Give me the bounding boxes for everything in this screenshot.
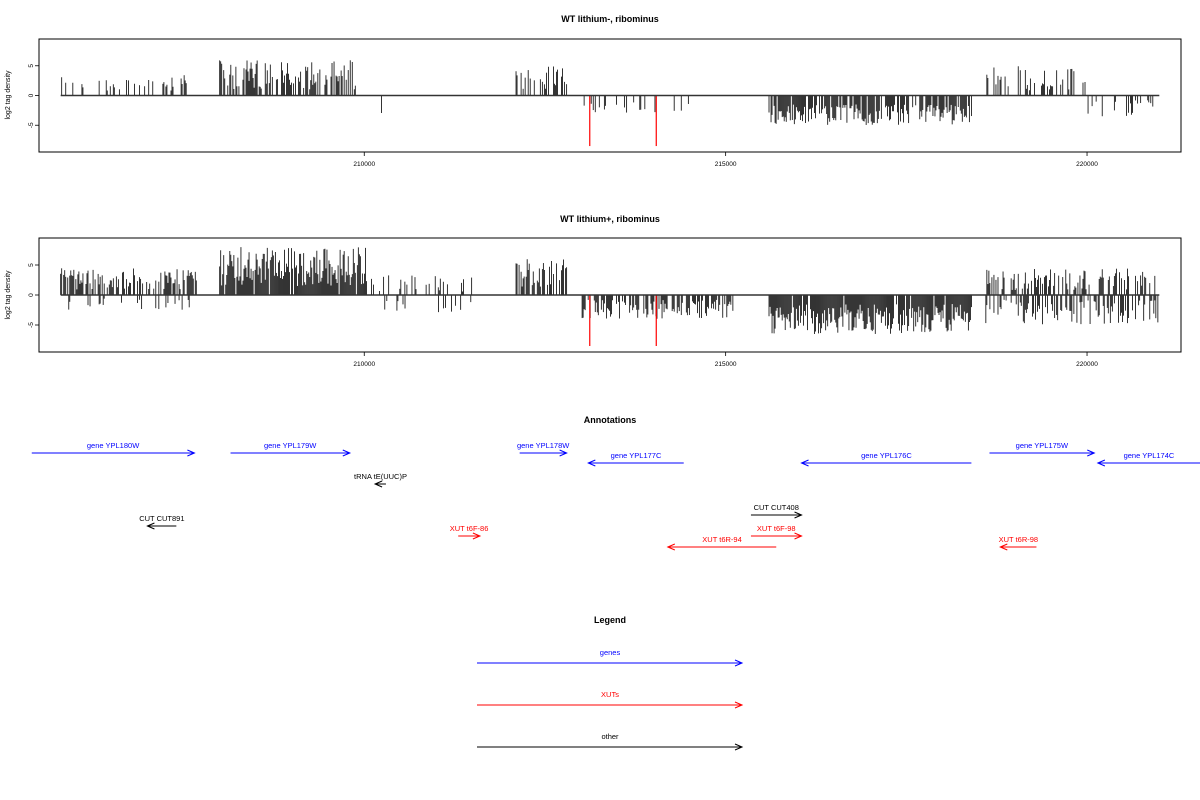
y-axis-label: log2 tag density <box>5 270 12 320</box>
arrow-head <box>734 701 744 709</box>
y-tick-label: 5 <box>28 263 35 267</box>
annotation-feature: gene YPL177C <box>587 451 684 467</box>
panel-title: WT lithium-, ribominus <box>561 14 659 24</box>
y-axis-label: log2 tag density <box>5 70 12 120</box>
x-tick-label: 215000 <box>715 161 737 168</box>
arrow-head <box>559 449 568 457</box>
annotation-feature: XUT t6R-98 <box>999 535 1038 551</box>
x-tick-label: 220000 <box>1076 361 1098 368</box>
annotation-feature: gene YPL176C <box>800 451 972 467</box>
annotation-feature: CUT CUT891 <box>139 514 185 530</box>
annotation-label: gene YPL177C <box>611 451 662 460</box>
legend-title: Legend <box>594 615 626 625</box>
annotation-label: XUT t6R-94 <box>702 535 741 544</box>
annotation-label: gene YPL180W <box>87 441 140 450</box>
annotation-feature: XUT t6R-94 <box>666 535 777 551</box>
legend-item-gene: genes <box>477 648 744 667</box>
arrow-head <box>146 522 155 530</box>
arrow-head <box>187 449 196 457</box>
arrow-head <box>800 459 809 467</box>
annotation-features: gene YPL180W gene YPL179W gene YPL178W gene… <box>31 441 1200 551</box>
arrow-head <box>342 449 352 457</box>
legend-item-xut: XUTs <box>477 690 744 709</box>
annotation-label: gene YPL178W <box>517 441 570 450</box>
x-tick-label: 210000 <box>353 361 375 368</box>
annotation-label: gene YPL174C <box>1124 451 1175 460</box>
y-tick-label: 0 <box>28 293 35 297</box>
annotation-label: XUT t6F-98 <box>757 524 796 533</box>
y-tick-label: -5 <box>28 122 35 128</box>
annotation-label: gene YPL179W <box>264 441 317 450</box>
annotation-label: gene YPL175W <box>1016 441 1069 450</box>
x-tick-label: 210000 <box>353 161 375 168</box>
arrow-head <box>373 480 383 488</box>
bar-layer <box>60 60 1160 147</box>
annotation-feature: gene YPL175W <box>989 441 1096 457</box>
annotation-label: gene YPL176C <box>861 451 912 460</box>
arrow-head <box>734 743 744 751</box>
panel-title: WT lithium+, ribominus <box>560 214 660 224</box>
annotations-title: Annotations <box>584 415 637 425</box>
annotation-feature: CUT CUT408 <box>750 503 803 519</box>
arrow-head <box>794 532 803 540</box>
legend: Legend genes XUTs other <box>477 615 744 751</box>
x-tick-label: 215000 <box>715 361 737 368</box>
annotation-feature: XUT t6F-98 <box>750 524 803 540</box>
annotation-feature: tRNA tE(UUC)P <box>354 472 407 488</box>
legend-label: other <box>601 732 619 741</box>
axis-layer: 5 0 -5 210000 215000 220000 <box>28 64 1098 168</box>
track-panel-lithium-minus: WT lithium-, ribominus 5 0 -5 210000 215000 2… <box>5 14 1182 168</box>
x-tick-label: 220000 <box>1076 161 1098 168</box>
arrow-head <box>666 543 676 551</box>
arrow-head <box>1087 449 1096 457</box>
arrow-head <box>999 543 1008 551</box>
arrow-head <box>1096 459 1106 467</box>
annotations-track: Annotations gene YPL180W gene YPL179W gene… <box>31 415 1200 551</box>
arrow-head <box>794 511 803 519</box>
annotation-feature: gene YPL180W <box>31 441 196 457</box>
annotation-feature: gene YPL178W <box>517 441 570 457</box>
arrow-head <box>472 532 482 540</box>
annotation-label: CUT CUT891 <box>139 514 184 523</box>
annotation-label: tRNA tE(UUC)P <box>354 472 407 481</box>
arrow-head <box>587 459 596 467</box>
y-tick-label: 5 <box>28 64 35 68</box>
legend-label: XUTs <box>601 690 619 699</box>
annotation-feature: XUT t6F-86 <box>450 524 489 540</box>
annotation-label: CUT CUT408 <box>754 503 799 512</box>
annotation-feature: gene YPL174C <box>1096 451 1200 467</box>
y-tick-label: -5 <box>28 322 35 328</box>
bar-layer <box>60 247 1160 346</box>
axis-layer: 5 0 -5 210000 215000 220000 <box>28 263 1098 368</box>
arrow-head <box>734 659 744 667</box>
annotation-label: XUT t6R-98 <box>999 535 1038 544</box>
legend-item-other: other <box>477 732 744 751</box>
legend-items: genes XUTs other <box>477 648 744 751</box>
legend-label: genes <box>600 648 621 657</box>
track-panel-lithium-plus: WT lithium+, ribominus 5 0 -5 210000 215000 2… <box>5 214 1182 368</box>
annotation-label: XUT t6F-86 <box>450 524 489 533</box>
annotation-feature: gene YPL179W <box>230 441 352 457</box>
y-tick-label: 0 <box>28 93 35 97</box>
